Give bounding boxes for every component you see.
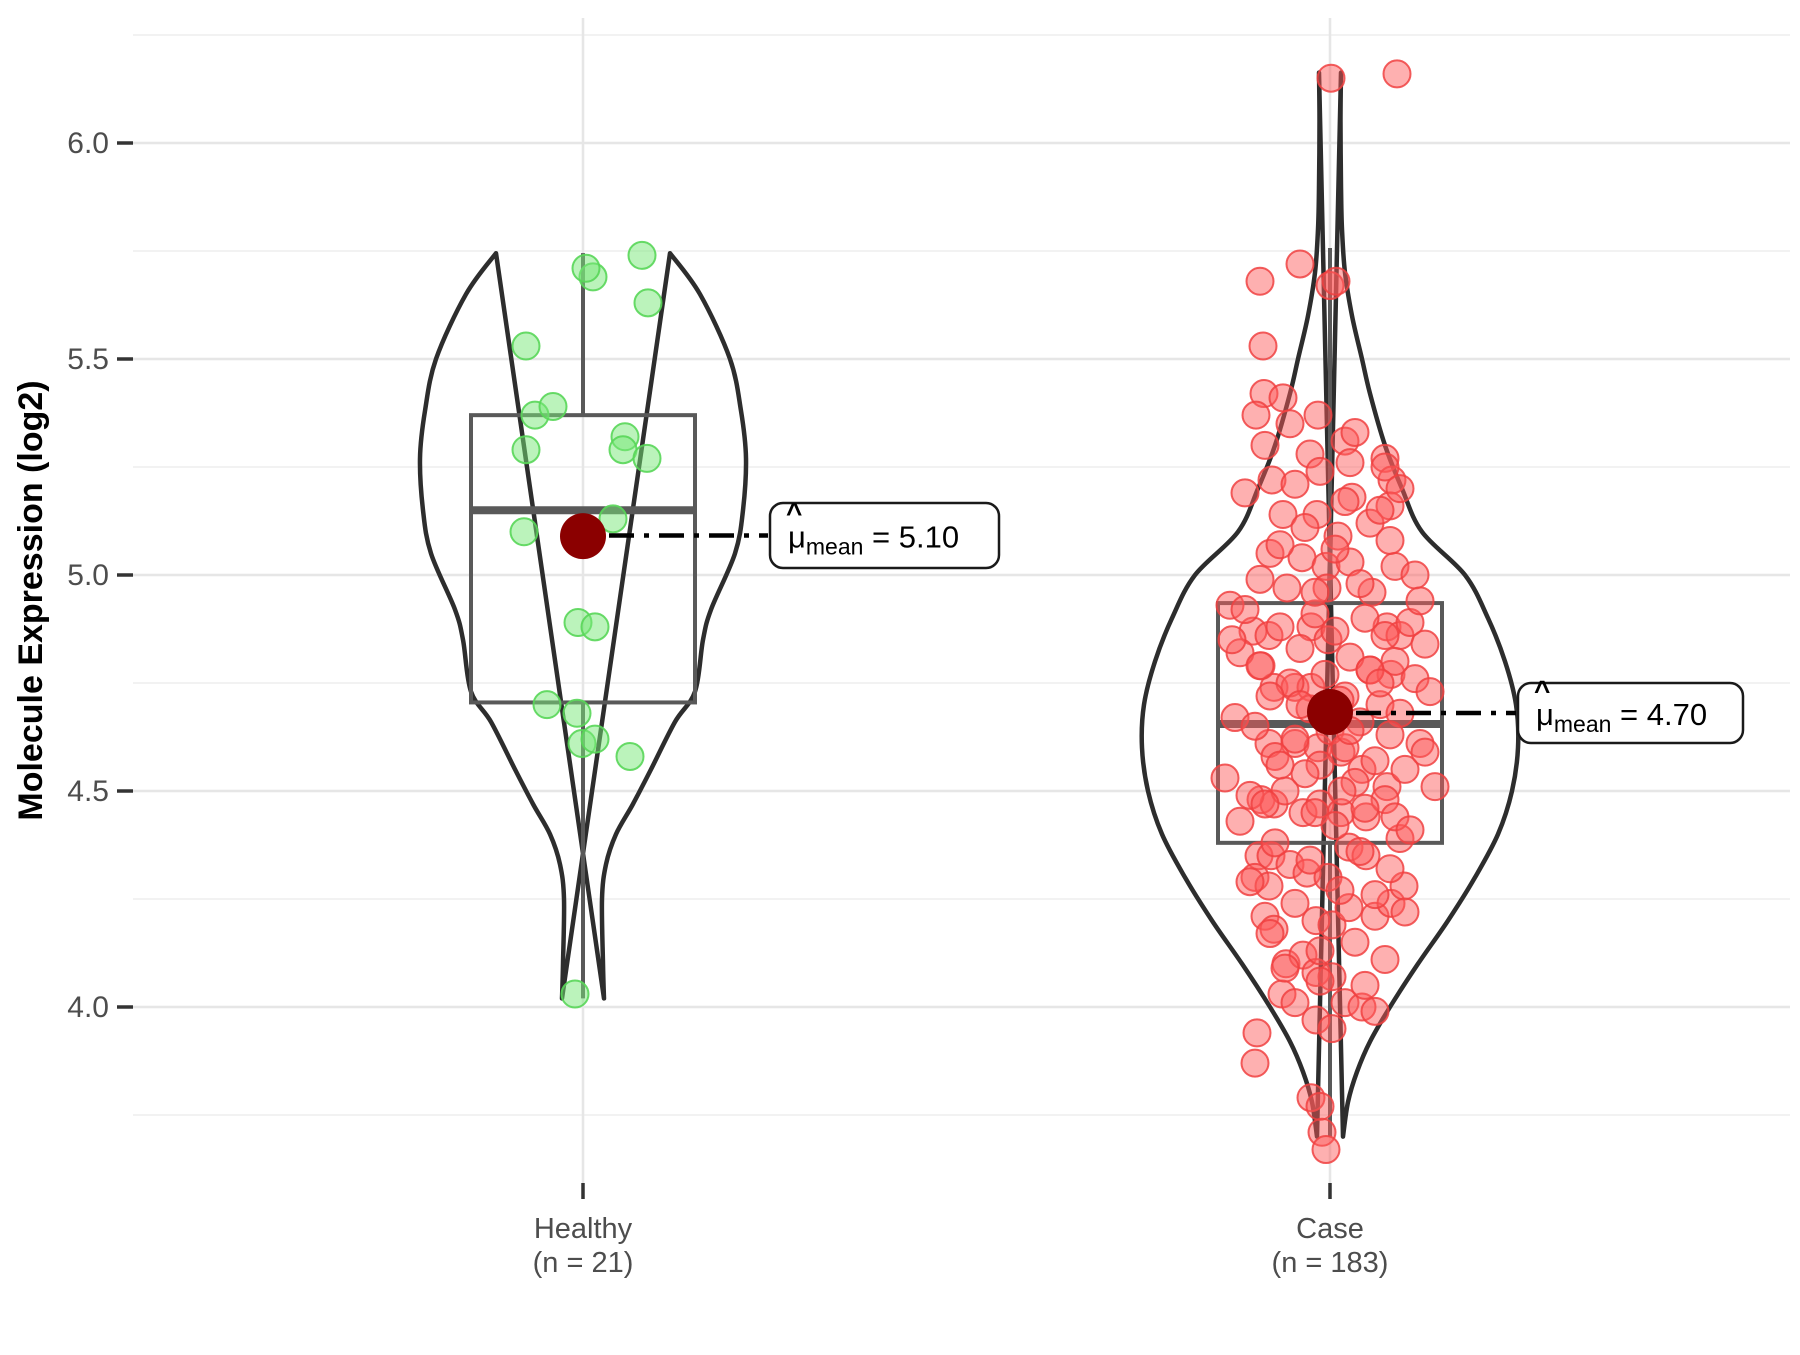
x-label-case-n: (n = 183) xyxy=(1272,1247,1389,1279)
axis-ticks xyxy=(117,141,1332,1199)
x-label-case: Case xyxy=(1296,1213,1364,1245)
mu-hat-icon: ^ xyxy=(786,498,802,529)
x-label-healthy-n: (n = 21) xyxy=(533,1247,634,1279)
y-tick-label: 6.0 xyxy=(67,127,109,160)
mean-annotation-healthy: ^ μmean = 5.10 xyxy=(609,498,1001,570)
mu-hat-icon: ^ xyxy=(1534,675,1550,706)
mean-dots xyxy=(560,513,1353,735)
violin-outlines xyxy=(417,70,1521,1139)
mean-annotation-text: μmean = 5.10 xyxy=(788,520,959,560)
gridlines xyxy=(133,18,1790,1183)
mean-annotation-box xyxy=(1516,681,1745,745)
x-label-healthy: Healthy xyxy=(534,1213,633,1245)
y-tick-label: 5.0 xyxy=(67,559,109,592)
x-axis-labels: Healthy (n = 21) Case (n = 183) xyxy=(533,1213,1389,1279)
y-tick-label: 5.5 xyxy=(67,343,109,376)
y-tick-label: 4.5 xyxy=(67,775,109,808)
mean-annotations: ^ μmean = 5.10 ^ μmean = 4.70 xyxy=(609,498,1745,745)
y-axis-labels: 6.0 5.5 5.0 4.5 4.0 xyxy=(67,127,109,1024)
mean-annotation-case: ^ μmean = 4.70 xyxy=(1356,675,1745,745)
y-axis-title: Molecule Expression (log2) xyxy=(12,380,50,820)
mean-annotation-box xyxy=(768,501,1001,570)
jitter-points xyxy=(509,59,1450,1165)
y-tick-label: 4.0 xyxy=(67,991,109,1024)
mean-annotation-text: μmean = 4.70 xyxy=(1536,697,1707,737)
